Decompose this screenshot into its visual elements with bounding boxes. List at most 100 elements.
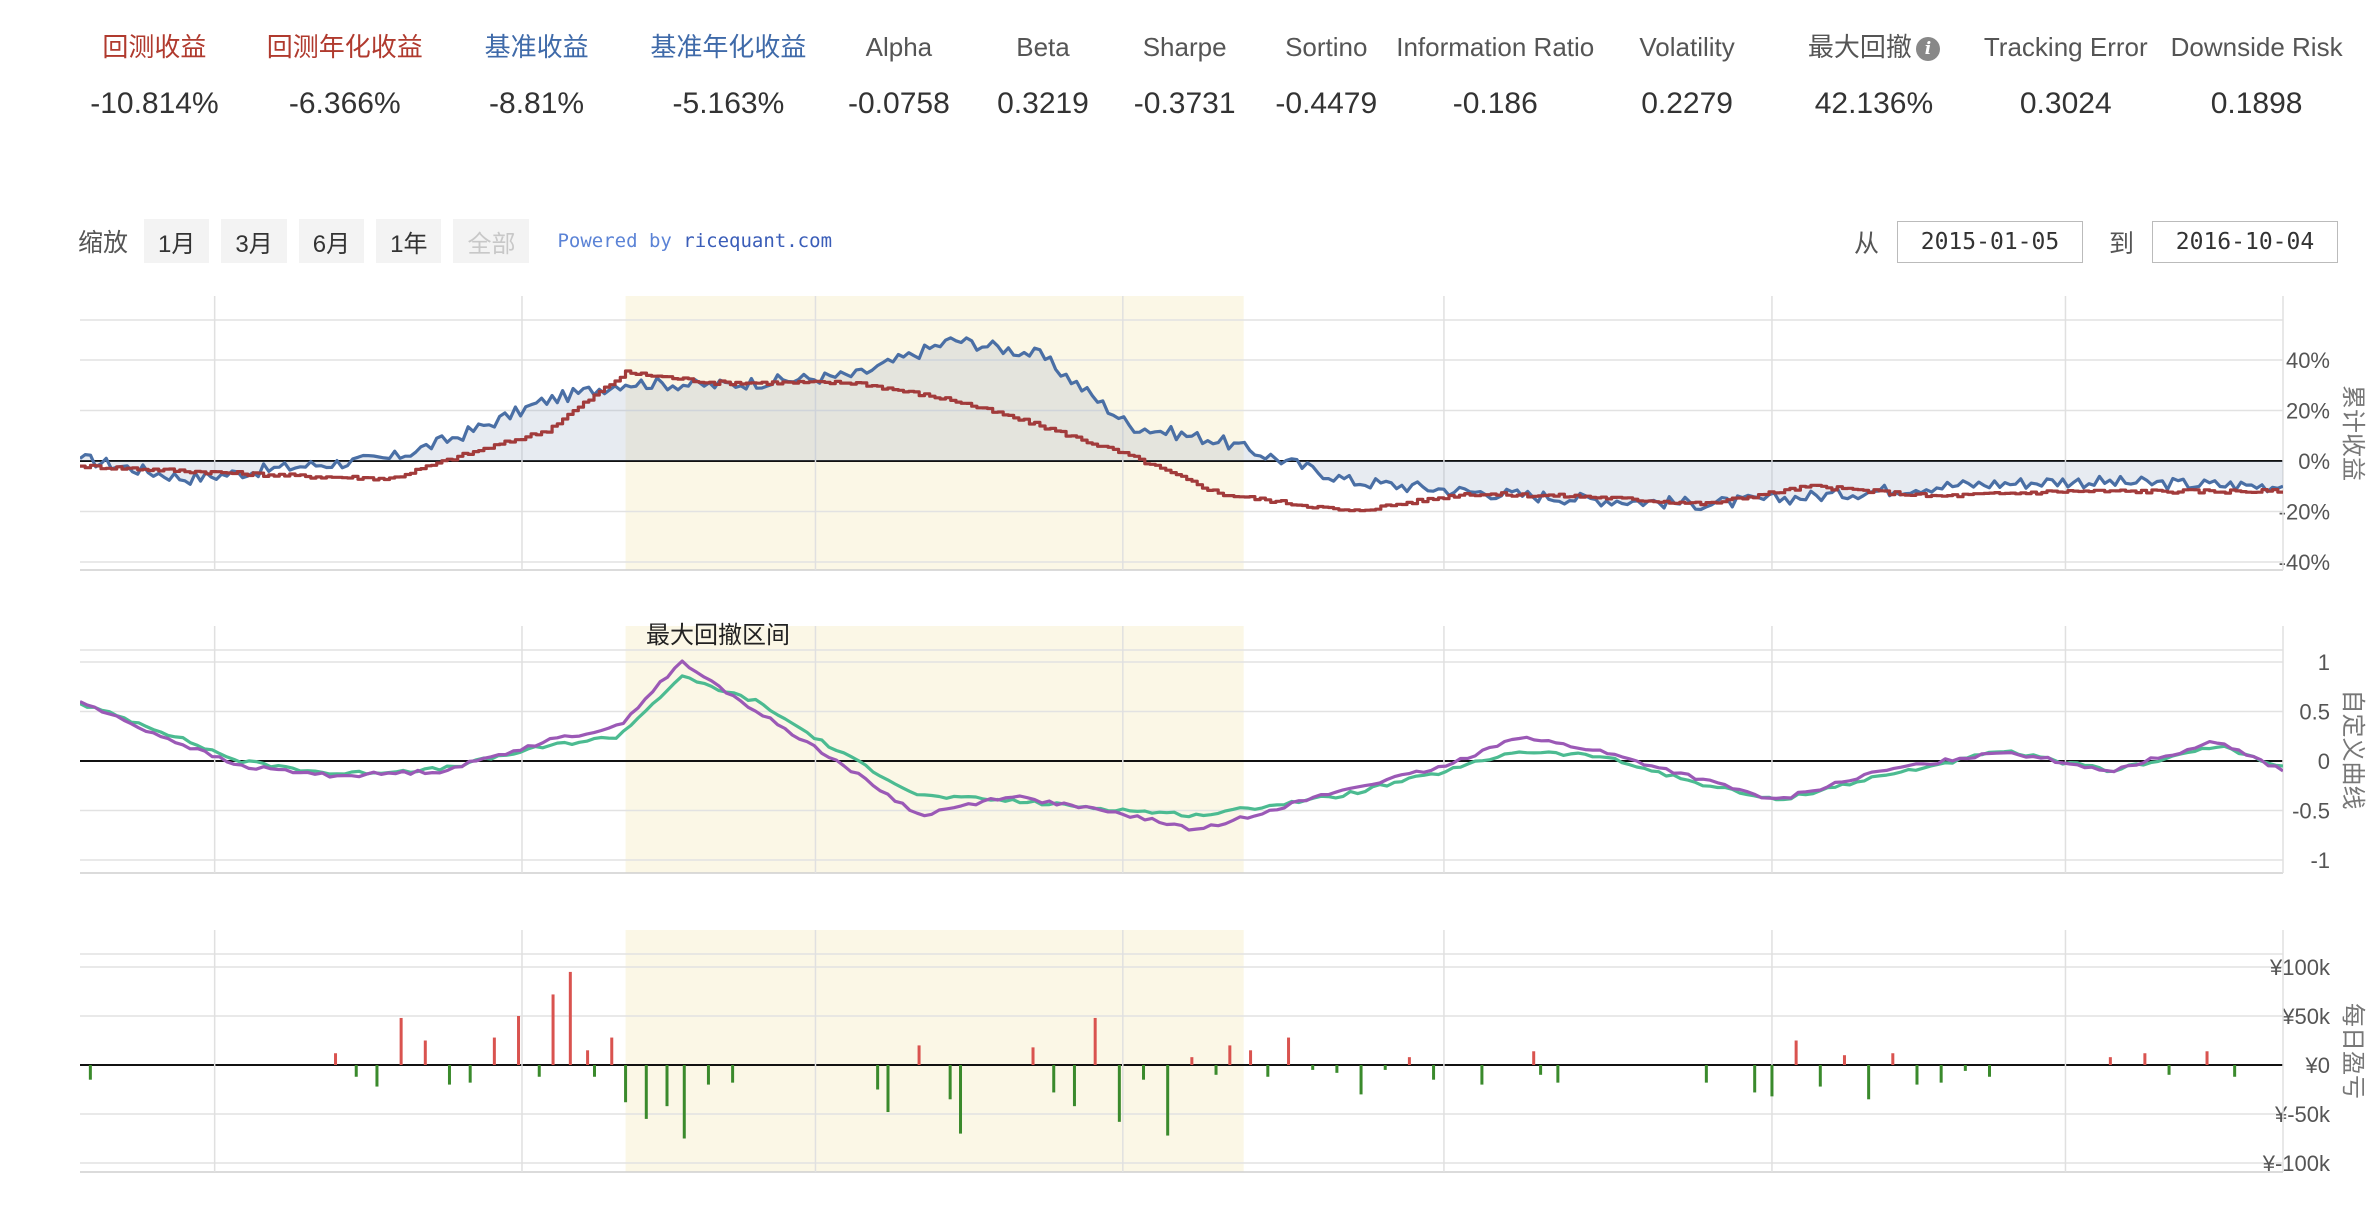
metric-label-text: Downside Risk	[2170, 32, 2343, 62]
metrics-bar: 回测收益 -10.814% 回测年化收益 -6.366% 基准收益 -8.81% 基准年化收…	[60, 22, 2350, 134]
metric-label: Information Ratio	[1396, 22, 1595, 72]
daily-pnl-bar	[1963, 1065, 1967, 1071]
series-group	[80, 336, 2283, 513]
daily-pnl-bar	[1753, 1065, 1757, 1093]
range-to-input[interactable]	[2152, 221, 2338, 263]
metric-label-text: Alpha	[865, 32, 933, 62]
daily-pnl-bar	[1031, 1047, 1035, 1065]
panel-1: 1 0.5 0 -0.5 -1 自定义曲线 最大回撤区间	[80, 622, 2366, 874]
daily-pnl-bar	[586, 1050, 590, 1065]
daily-pnl-bar	[706, 1065, 710, 1085]
drawdown-highlight	[625, 930, 1244, 1172]
daily-pnl-bar	[2108, 1057, 2112, 1065]
daily-pnl-bar	[1287, 1037, 1291, 1065]
benchmark-area	[80, 337, 2283, 510]
metric-value: 0.3219	[997, 87, 1089, 120]
y-axis-title: 自定义曲线	[2339, 690, 2366, 810]
metric-label: Sharpe	[1113, 22, 1257, 72]
daily-pnl-bar	[551, 994, 555, 1065]
daily-pnl-bar	[959, 1065, 963, 1134]
y-tick-label: 0.5	[2299, 700, 2330, 725]
metric-label-text: Sortino	[1285, 32, 1368, 62]
metric-value: 0.3024	[2019, 87, 2112, 120]
metric-4: Alpha -0.0758	[824, 22, 973, 134]
metric-10: 最大回撤 i 42.136%	[1780, 22, 1969, 134]
y-tick-label: ¥0	[2305, 1053, 2330, 1078]
y-tick-label: -1	[2310, 848, 2330, 873]
zoom-6m-button[interactable]: 6月	[298, 219, 365, 263]
metric-label-text: Volatility	[1639, 32, 1735, 62]
drawdown-highlight	[625, 626, 1244, 873]
zoom-all-button[interactable]: 全部	[453, 219, 530, 263]
range-to-label: 到	[2108, 230, 2134, 258]
daily-pnl-bar	[1383, 1065, 1387, 1070]
daily-pnl-bar	[399, 1017, 403, 1065]
y-tick-label: -20%	[2279, 500, 2330, 525]
info-icon[interactable]: i	[1915, 37, 1940, 61]
range-from-input[interactable]	[1896, 221, 2083, 263]
metric-8: Information Ratio -0.186	[1396, 22, 1595, 134]
metric-value: 42.136%	[1814, 87, 1934, 120]
powered-by-site-link[interactable]: ricequant.com	[683, 230, 833, 252]
daily-pnl-bar	[2205, 1051, 2209, 1065]
metric-value: 0.1898	[2210, 87, 2303, 120]
y-tick-label: 20%	[2286, 399, 2330, 424]
daily-pnl-bar	[1432, 1065, 1436, 1080]
zoom-label: 缩放	[78, 229, 129, 257]
daily-pnl-bar	[1987, 1065, 1991, 1077]
y-tick-label: 40%	[2286, 348, 2330, 373]
daily-pnl-bar	[1166, 1065, 1170, 1136]
metric-0: 回测收益 -10.814%	[60, 22, 249, 134]
daily-pnl-bar	[1072, 1065, 1076, 1107]
y-tick-label: -0.5	[2292, 799, 2330, 824]
zoom-1m-button[interactable]: 1月	[144, 219, 210, 263]
daily-pnl-bar	[1311, 1065, 1315, 1070]
zoom-3m-button[interactable]: 3月	[221, 219, 287, 263]
metric-value: -5.163%	[672, 87, 785, 120]
daily-pnl-bar	[468, 1065, 472, 1083]
metric-label-text: Information Ratio	[1396, 32, 1595, 62]
metric-label: Tracking Error	[1968, 22, 2163, 72]
zoom-1y-button[interactable]: 1年	[376, 219, 442, 263]
daily-pnl-bar	[2233, 1065, 2237, 1077]
daily-pnl-bar	[1266, 1065, 1270, 1077]
powered-by-prefix: Powered by	[557, 230, 672, 252]
y-tick-label: -40%	[2279, 550, 2330, 575]
daily-pnl-bar	[1915, 1065, 1919, 1085]
metric-label: Alpha	[824, 22, 973, 72]
date-range: 从 到	[1828, 220, 2338, 264]
metric-2: 基准收益 -8.81%	[441, 22, 633, 134]
daily-pnl-bar	[1818, 1065, 1822, 1087]
daily-pnl-bar	[492, 1037, 496, 1065]
daily-pnl-bar	[1359, 1065, 1363, 1095]
daily-pnl-bar	[1891, 1053, 1895, 1065]
metric-value: -0.0758	[848, 87, 950, 120]
daily-pnl-bar	[423, 1040, 427, 1065]
y-axis-title: 每日盈亏	[2339, 1003, 2366, 1099]
daily-pnl-bar	[1142, 1065, 1146, 1080]
metric-value: 0.2279	[1641, 87, 1733, 120]
range-from-label: 从	[1853, 230, 1879, 258]
daily-pnl-bar	[517, 1016, 521, 1065]
daily-pnl-bar	[2167, 1065, 2171, 1075]
daily-pnl-bar	[1407, 1057, 1411, 1065]
metric-label-text: 回测收益	[102, 32, 207, 62]
metric-label: Sortino	[1257, 22, 1396, 72]
daily-pnl-bar	[1532, 1051, 1536, 1065]
daily-pnl-bar	[1867, 1065, 1871, 1100]
daily-pnl-bar	[1770, 1065, 1774, 1097]
y-axis-title: 累计收益	[2339, 385, 2366, 481]
metric-label-text: 回测年化收益	[266, 32, 423, 62]
daily-pnl-bar	[1556, 1065, 1560, 1083]
metric-label-text: Beta	[1016, 32, 1070, 62]
metric-6: Sharpe -0.3731	[1113, 22, 1257, 134]
y-tick-label: 1	[2318, 650, 2330, 675]
daily-pnl-bar	[948, 1065, 952, 1100]
daily-pnl-bar	[610, 1037, 614, 1065]
daily-pnl-bar	[88, 1065, 92, 1080]
daily-pnl-bar	[731, 1065, 735, 1083]
y-tick-label: ¥50k	[2281, 1004, 2331, 1029]
daily-pnl-bar	[1249, 1050, 1253, 1065]
daily-pnl-bar	[1052, 1065, 1056, 1093]
metric-12: Downside Risk 0.1898	[2163, 22, 2350, 134]
